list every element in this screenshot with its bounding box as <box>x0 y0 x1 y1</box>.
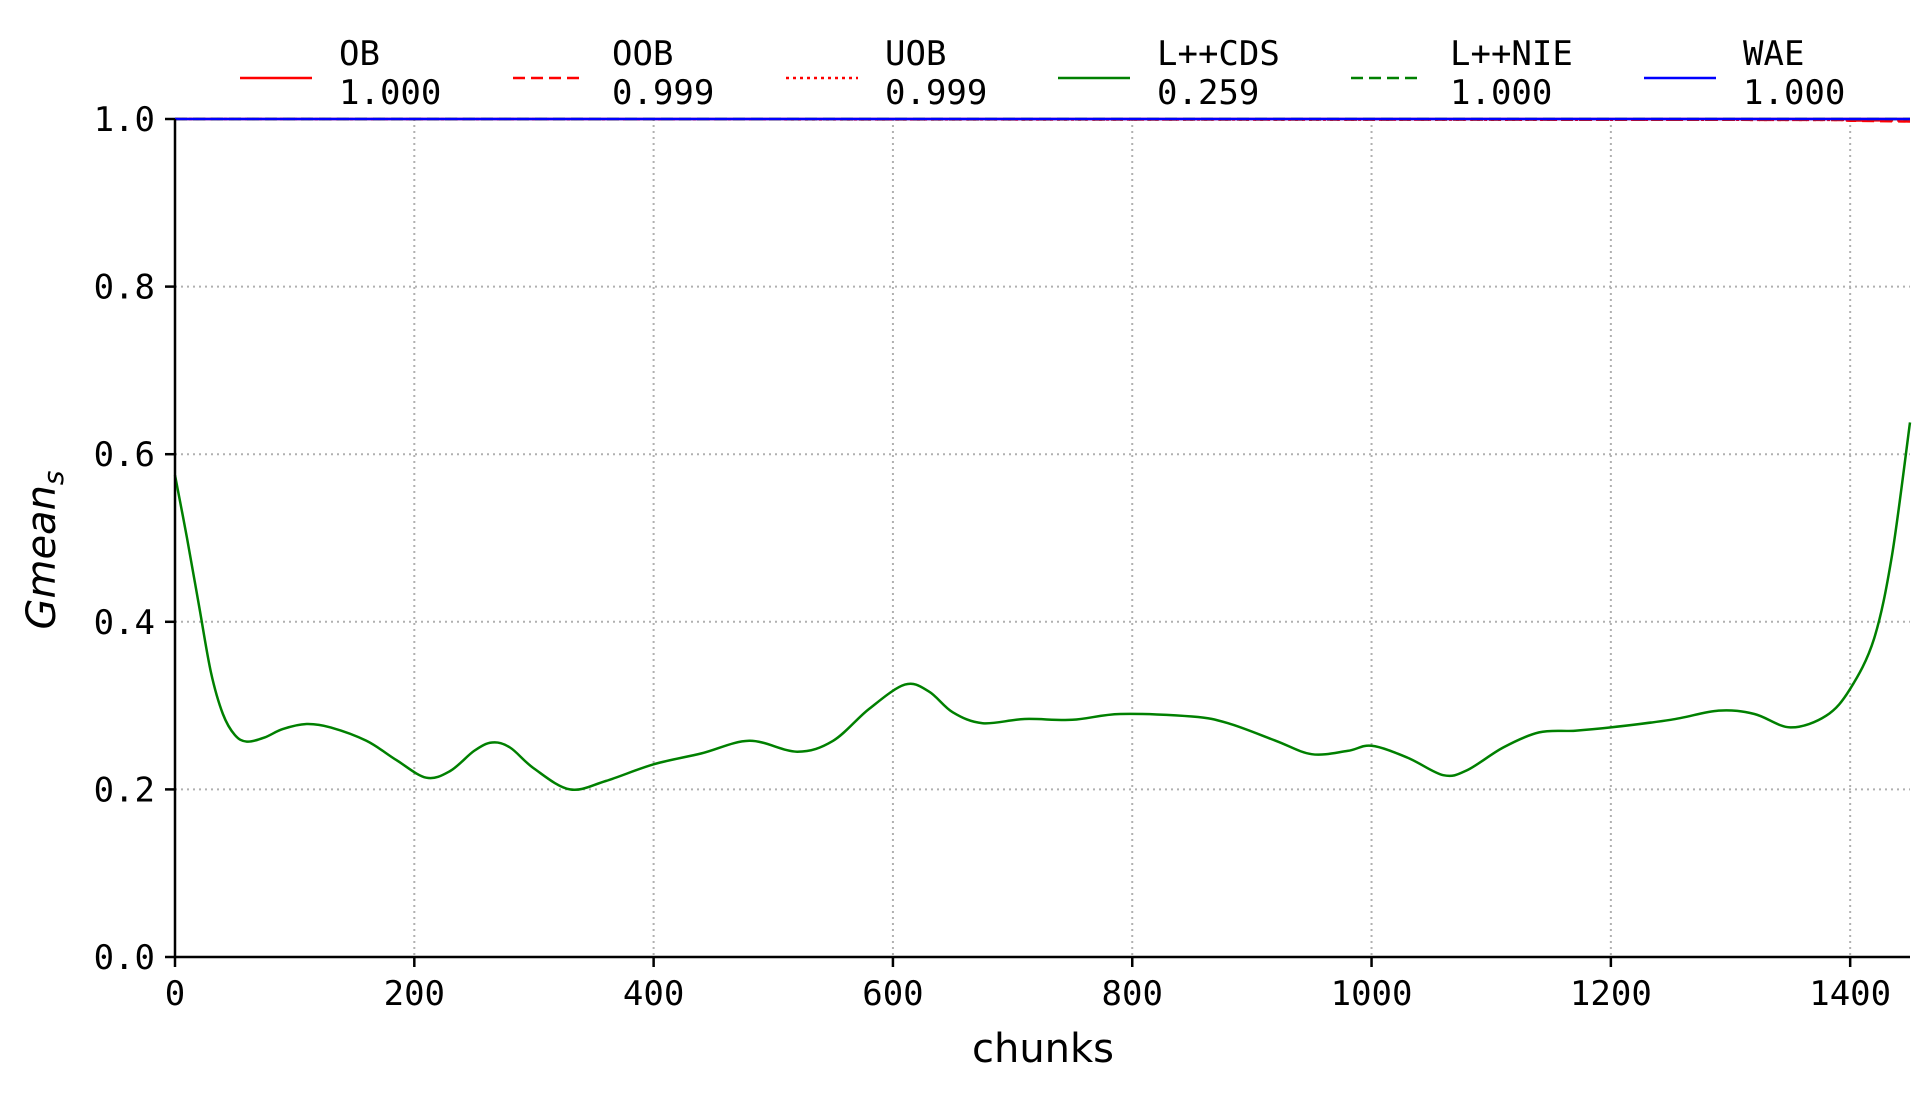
tick-labels: 0.0 0.2 0.4 0.6 0.8 1.0 0 200 400 600 800 1000 1200 1… <box>94 100 1892 1014</box>
x-tick-label: 0 <box>165 974 185 1014</box>
x-tick-label: 800 <box>1102 974 1163 1014</box>
y-axis-label-subscript: s <box>37 470 70 485</box>
y-tick-label: 0.6 <box>94 435 155 475</box>
legend-name: OOB <box>612 34 673 74</box>
y-tick-label: 1.0 <box>94 100 155 140</box>
legend-name: L++NIE <box>1450 34 1573 74</box>
y-tick-label: 0.8 <box>94 268 155 308</box>
x-tick-label: 200 <box>384 974 445 1014</box>
x-tick-label: 600 <box>862 974 923 1014</box>
legend-score: 0.999 <box>612 73 714 113</box>
axes <box>173 119 1910 959</box>
plot-series <box>173 117 1912 792</box>
grid-lines <box>175 119 1910 957</box>
x-axis-label: chunks <box>972 1026 1114 1072</box>
legend-score: 0.259 <box>1157 73 1259 113</box>
y-tick-label: 0.2 <box>94 770 155 810</box>
legend-name: UOB <box>885 34 946 74</box>
legend-name: OB <box>339 34 380 74</box>
legend-score: 1.000 <box>339 73 441 113</box>
y-axis-label: Gmeans <box>19 470 70 629</box>
x-tick-label: 1200 <box>1570 974 1652 1014</box>
y-tick-label: 0.0 <box>94 938 155 978</box>
y-axis-label-base: Gmean <box>19 485 65 629</box>
series-line-l-cds <box>173 422 1912 792</box>
legend-name: WAE <box>1743 34 1804 74</box>
legend-score: 1.000 <box>1743 73 1845 113</box>
legend-name: L++CDS <box>1157 34 1280 74</box>
x-tick-label: 400 <box>623 974 684 1014</box>
y-tick-label: 0.4 <box>94 603 155 643</box>
legend-score: 0.999 <box>885 73 987 113</box>
x-tick-label: 1000 <box>1331 974 1413 1014</box>
x-tick-label: 1400 <box>1809 974 1891 1014</box>
legend-score: 1.000 <box>1450 73 1552 113</box>
legend: OB1.000OOB0.999UOB0.999L++CDS0.259L++NIE… <box>240 34 1845 113</box>
